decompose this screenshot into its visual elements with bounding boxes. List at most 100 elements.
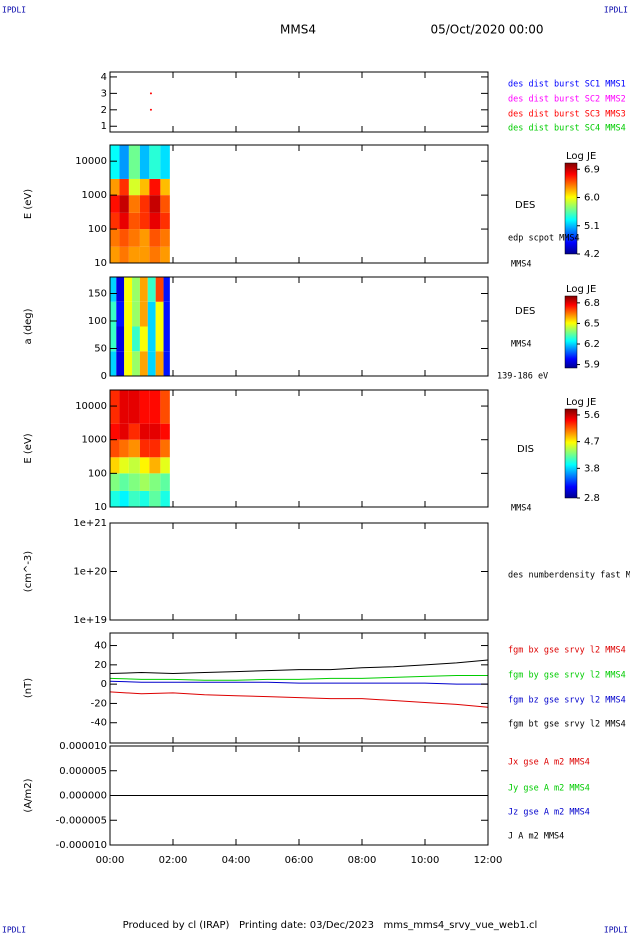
panel-label: 139-186 eV — [497, 372, 548, 382]
plot-date: 05/Oct/2020 00:00 — [430, 23, 543, 37]
colorbar-tick-label: 6.9 — [584, 164, 600, 175]
panel-label: MMS4 — [511, 504, 531, 514]
heatmap-cell — [110, 277, 117, 302]
panel-label: des numberdensity fast M — [508, 571, 630, 581]
plot-title: MMS4 — [280, 23, 316, 37]
heatmap-cell — [160, 457, 170, 474]
colorbar-tick-label: 5.9 — [584, 360, 600, 371]
heatmap-cell — [139, 246, 150, 263]
heatmap-cell — [139, 457, 150, 474]
colorbar-title: Log JE — [566, 151, 596, 162]
heatmap-cell — [128, 229, 140, 247]
heatmap-cell — [128, 178, 140, 196]
corner-label: IPDLI — [2, 6, 26, 15]
colorbar-tick-label: 6.5 — [584, 318, 600, 329]
heatmap-cell — [132, 301, 140, 327]
heatmap-cell — [132, 326, 140, 352]
colorbar-tick-label: 6.0 — [584, 193, 600, 204]
heatmap-cell — [163, 326, 170, 352]
legend-entry: Jy gse A m2 MMS4 — [508, 784, 590, 794]
x-tick-label: 02:00 — [159, 855, 188, 866]
colorbar-title: Log JE — [566, 397, 596, 408]
y-tick-label: 1e+19 — [73, 615, 107, 626]
heatmap-cell — [110, 301, 117, 327]
heatmap-cell — [160, 390, 170, 424]
y-tick-label: 2 — [101, 105, 107, 116]
heatmap-cell — [119, 229, 129, 247]
y-tick-label: -0.000005 — [56, 815, 107, 826]
heatmap-cell — [128, 212, 140, 230]
heatmap-cell — [139, 178, 150, 196]
x-tick-label: 08:00 — [348, 855, 377, 866]
colorbar-tick-label: 5.6 — [584, 410, 600, 421]
y-tick-label: 150 — [88, 289, 107, 300]
legend-entry: Jx gse A m2 MMS4 — [508, 758, 590, 768]
y-tick-label: 4 — [101, 72, 107, 83]
heatmap-cell — [116, 301, 125, 327]
heatmap-cell — [147, 351, 156, 376]
corner-label: IPDLI — [604, 6, 628, 15]
panel-frame — [109, 632, 489, 744]
heatmap-cell — [119, 490, 129, 507]
panel-label: MMS4 — [511, 260, 531, 270]
heatmap-cell — [139, 473, 150, 491]
heatmap-cell — [160, 439, 170, 458]
y-axis-label: (cm^-3) — [23, 551, 34, 592]
heatmap-cell — [155, 351, 164, 376]
heatmap-cell — [160, 212, 170, 230]
data-line — [109, 691, 489, 708]
y-axis-label: a (deg) — [23, 308, 34, 344]
y-tick-label: 0.000010 — [59, 741, 107, 752]
y-tick-label: 0 — [101, 679, 107, 690]
data-line — [109, 659, 489, 675]
corner-label: IPDLI — [2, 926, 26, 934]
legend-entry: des dist burst SC3 MMS3 — [508, 110, 626, 120]
y-tick-label: 10 — [94, 502, 107, 513]
heatmap-cell — [128, 246, 140, 263]
heatmap-cell — [110, 351, 117, 376]
y-tick-label: -0.000010 — [56, 840, 107, 851]
heatmap-cell — [119, 423, 129, 440]
heatmap-cell — [110, 246, 120, 263]
y-tick-label: 20 — [94, 660, 107, 671]
y-tick-label: 100 — [88, 468, 107, 479]
heatmap-cell — [124, 326, 133, 352]
y-tick-label: 0.000000 — [59, 791, 107, 802]
y-axis-label: E (eV) — [23, 189, 34, 219]
heatmap-cell — [149, 439, 161, 458]
y-tick-label: 1e+20 — [73, 567, 107, 578]
heatmap-cell — [149, 490, 161, 507]
y-tick-label: 1000 — [82, 190, 107, 201]
x-tick-label: 06:00 — [285, 855, 314, 866]
heatmap-cell — [110, 212, 120, 230]
heatmap-cell — [139, 195, 150, 213]
legend-entry: fgm bx gse srvy l2 MMS4 — [508, 646, 626, 656]
colorbar — [564, 162, 578, 255]
heatmap-cell — [139, 490, 150, 507]
legend-entry: des dist burst SC2 MMS2 — [508, 95, 626, 105]
heatmap-cell — [119, 439, 129, 458]
x-tick-label: 00:00 — [96, 855, 125, 866]
heatmap-cell — [149, 246, 161, 263]
colorbar-tick-label: 3.8 — [584, 463, 600, 474]
heatmap-cell — [149, 390, 161, 424]
heatmap-cell — [128, 439, 140, 458]
heatmap-cell — [160, 195, 170, 213]
heatmap-cell — [124, 301, 133, 327]
y-tick-label: 1e+21 — [73, 518, 107, 529]
x-tick-label: 04:00 — [222, 855, 251, 866]
heatmap-cell — [110, 423, 120, 440]
heatmap-cell — [110, 473, 120, 491]
colorbar-tick-label: 6.2 — [584, 339, 600, 350]
heatmap-cell — [116, 277, 125, 302]
heatmap-cell — [160, 178, 170, 196]
heatmap-cell — [119, 246, 129, 263]
y-axis-label: (A/m2) — [23, 778, 34, 812]
heatmap-cell — [132, 277, 140, 302]
colorbar — [564, 295, 578, 369]
heatmap-cell — [155, 326, 164, 352]
heatmap-cell — [160, 246, 170, 263]
heatmap-cell — [128, 390, 140, 424]
y-tick-label: 40 — [94, 641, 107, 652]
